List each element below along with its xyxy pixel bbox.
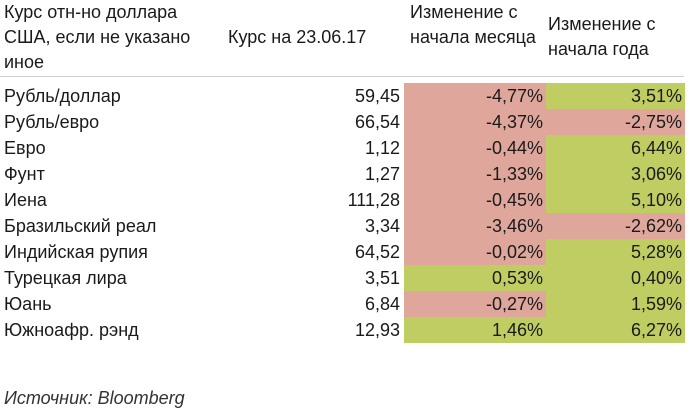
year-change: 6,27% xyxy=(546,317,685,343)
table-row: Иена 111,28 -0,45% 5,10% xyxy=(0,187,692,213)
table-row: Рубль/евро 66,54 -4,37% -2,75% xyxy=(0,109,692,135)
rate-value: 1,12 xyxy=(364,138,400,158)
table-row: Фунт 1,27 -1,33% 3,06% xyxy=(0,161,692,187)
currency-name: Южноафр. рэнд xyxy=(4,320,139,340)
currency-name: Бразильский реал xyxy=(4,216,157,236)
currency-name: Иена xyxy=(4,190,47,210)
month-change: -0,44% xyxy=(404,135,546,161)
rate-value: 59,45 xyxy=(354,86,400,106)
source-note: Источник: Bloomberg xyxy=(4,388,185,408)
rate-value: 111,28 xyxy=(347,190,400,210)
year-change: -2,75% xyxy=(546,109,685,135)
year-change: 3,06% xyxy=(546,161,685,187)
header-year-change: Изменение с начала года xyxy=(548,14,656,59)
month-change: -4,37% xyxy=(404,109,546,135)
month-change: -1,33% xyxy=(404,161,546,187)
month-change: -3,46% xyxy=(404,213,546,239)
table-row: Юань 6,84 -0,27% 1,59% xyxy=(0,291,692,317)
month-change: 0,53% xyxy=(404,265,546,291)
currency-name: Фунт xyxy=(4,164,45,184)
currency-name: Рубль/доллар xyxy=(4,86,121,106)
table-row: Евро 1,12 -0,44% 6,44% xyxy=(0,135,692,161)
rate-value: 3,51 xyxy=(364,268,400,288)
month-change: -0,45% xyxy=(404,187,546,213)
table-row: Рубль/доллар 59,45 -4,77% 3,51% xyxy=(0,83,692,109)
currency-name: Евро xyxy=(4,138,46,158)
month-change: 1,46% xyxy=(404,317,546,343)
header-month-change: Изменение с начала месяца xyxy=(410,2,536,47)
rate-value: 6,84 xyxy=(364,294,400,314)
currency-name: Индийская рупия xyxy=(4,242,148,262)
rate-value: 12,93 xyxy=(354,320,400,340)
rate-value: 66,54 xyxy=(354,112,400,132)
table-row: Южноафр. рэнд 12,93 1,46% 6,27% xyxy=(0,317,692,343)
table-row: Индийская рупия 64,52 -0,02% 5,28% xyxy=(0,239,692,265)
table-body: Рубль/доллар 59,45 -4,77% 3,51% Рубль/евро 66… xyxy=(0,83,692,343)
currency-name: Турецкая лира xyxy=(4,268,127,288)
rate-value: 1,27 xyxy=(364,164,400,184)
header-rate: Курс на 23.06.17 xyxy=(228,27,367,47)
month-change: -4,77% xyxy=(404,83,546,109)
rate-value: 64,52 xyxy=(354,242,400,262)
currency-name: Юань xyxy=(4,294,52,314)
year-change: 3,51% xyxy=(546,83,685,109)
year-change: 5,10% xyxy=(546,187,685,213)
year-change: 1,59% xyxy=(546,291,685,317)
month-change: -0,02% xyxy=(404,239,546,265)
table-row: Бразильский реал 3,34 -3,46% -2,62% xyxy=(0,213,692,239)
header-divider xyxy=(0,76,684,77)
year-change: 5,28% xyxy=(546,239,685,265)
year-change: -2,62% xyxy=(546,213,685,239)
month-change: -0,27% xyxy=(404,291,546,317)
rate-value: 3,34 xyxy=(364,216,400,236)
year-change: 6,44% xyxy=(546,135,685,161)
table-row: Турецкая лира 3,51 0,53% 0,40% xyxy=(0,265,692,291)
year-change: 0,40% xyxy=(546,265,685,291)
currency-name: Рубль/евро xyxy=(4,112,100,132)
header-currency: Курс отн-но доллара США, если не указано… xyxy=(4,2,191,72)
